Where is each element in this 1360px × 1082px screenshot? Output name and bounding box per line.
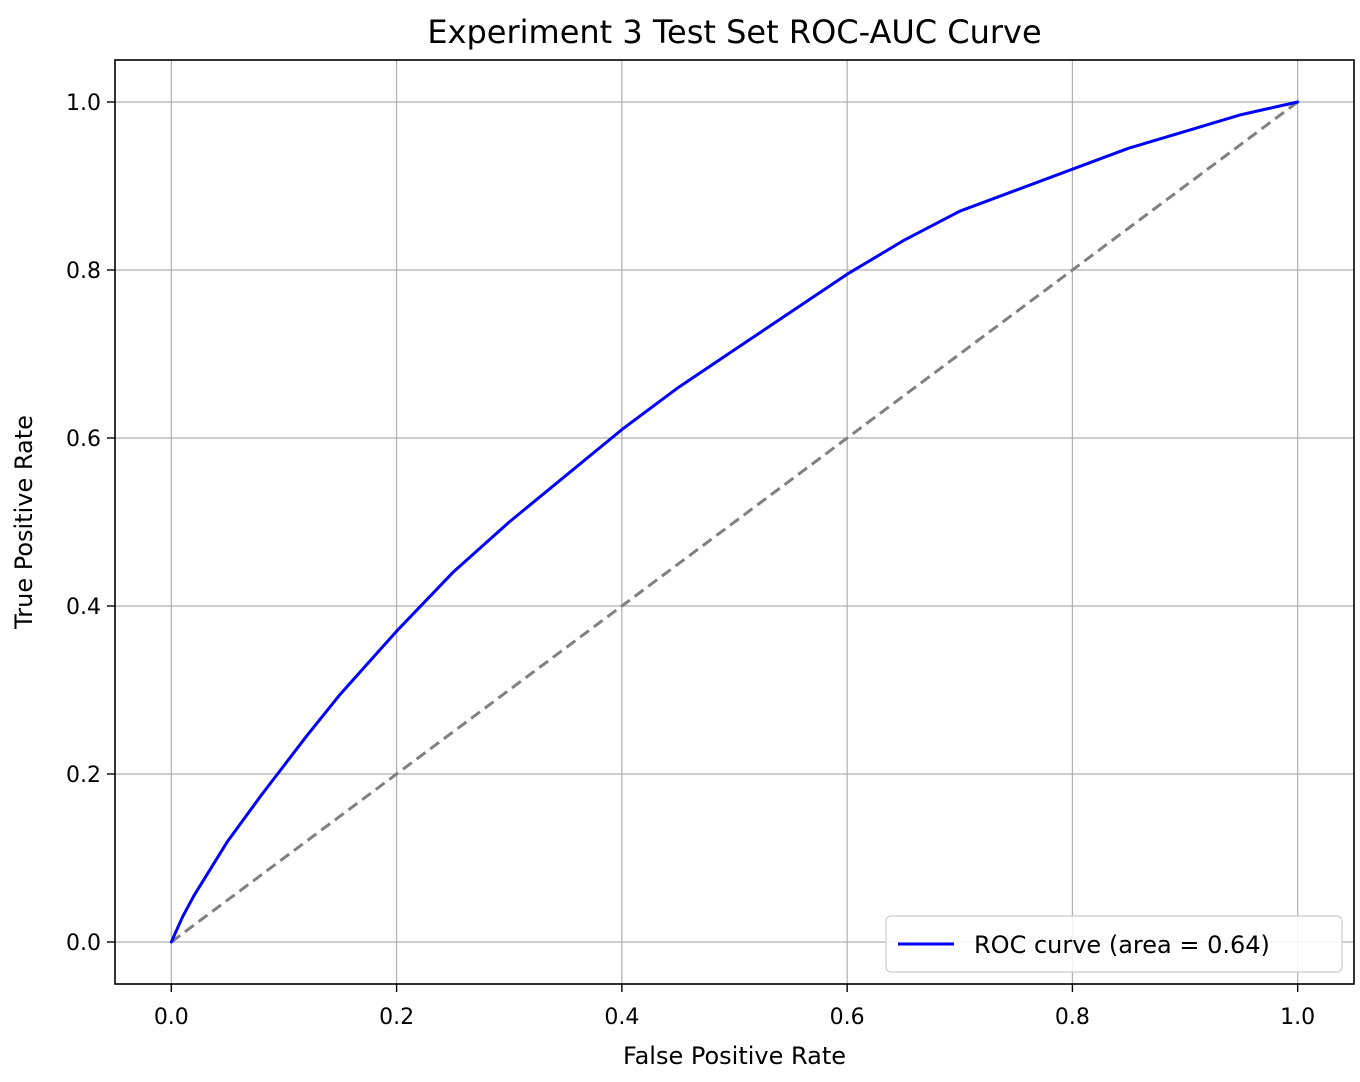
y-tick-label: 0.4 <box>66 595 101 620</box>
legend-label-roc-curve: ROC curve (area = 0.64) <box>974 931 1270 959</box>
x-tick-label: 0.4 <box>604 1005 639 1030</box>
x-tick-label: 0.2 <box>379 1005 414 1030</box>
y-tick-label: 0.0 <box>66 931 101 956</box>
y-tick-label: 0.6 <box>66 427 101 452</box>
y-tick-label: 0.2 <box>66 763 101 788</box>
y-tick-label: 1.0 <box>66 91 101 116</box>
series-layer <box>169 100 1300 944</box>
x-tick-label: 0.8 <box>1055 1005 1090 1030</box>
ticks: 0.0 0.2 0.4 0.6 0.8 1.0 0.0 0.2 0.4 0.6 0.8 1.0 <box>66 91 1315 1030</box>
chance-diagonal-line <box>170 100 1299 944</box>
legend: ROC curve (area = 0.64) <box>885 915 1343 973</box>
x-tick-label: 1.0 <box>1280 1005 1315 1030</box>
plot-frame <box>114 59 1355 985</box>
legend-box <box>885 915 1343 973</box>
roc-curve-line <box>169 100 1300 944</box>
chart-title: Experiment 3 Test Set ROC-AUC Curve <box>427 13 1041 51</box>
x-tick-label: 0.6 <box>830 1005 865 1030</box>
x-axis-label: False Positive Rate <box>623 1042 846 1070</box>
x-tick-label: 0.0 <box>154 1005 189 1030</box>
y-axis-label: True Positive Rate <box>10 415 38 630</box>
y-tick-label: 0.8 <box>66 259 101 284</box>
grid <box>115 60 1354 984</box>
